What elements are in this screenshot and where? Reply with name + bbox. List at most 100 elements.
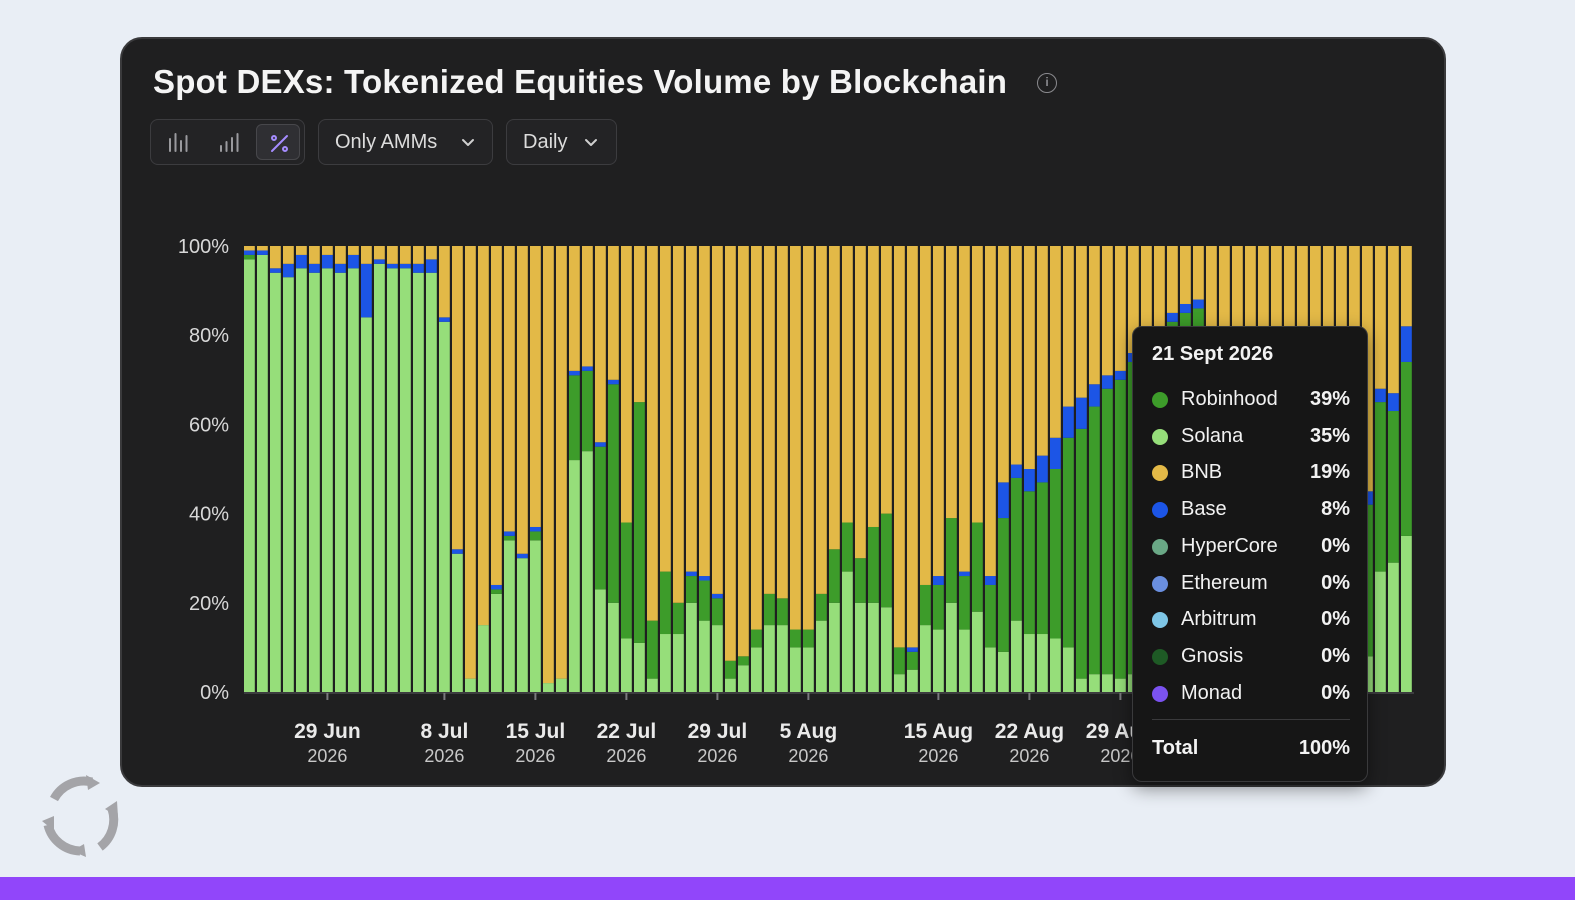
x-tick-label: 8 Jul [420,720,468,743]
interval-select[interactable]: Daily [506,119,617,165]
bar-segment-solana [699,620,710,692]
bar-segment-bnb [257,246,268,251]
bar-segment-solana [634,642,645,692]
bar-segment-robinhood [972,522,983,612]
bar-segment-robinhood [1024,491,1035,635]
tooltip-row-arbitrum: Arbitrum 0% [1152,607,1350,633]
bar-segment-solana [1388,562,1399,692]
bar-segment-solana [517,558,528,692]
bar-segment-robinhood [608,384,619,603]
tooltip-series-value: 35% [1309,424,1350,447]
x-tick-year-label: 2026 [515,746,555,766]
bar-segment-solana [491,593,502,692]
stacked-bar-button[interactable] [207,124,251,160]
bar-segment-robinhood [686,576,697,603]
bar-segment-base [348,254,359,269]
bar-segment-base [1115,370,1126,380]
bar-segment-base [1375,388,1386,403]
bar-segment-robinhood [595,446,606,590]
bar-segment-solana [569,460,580,692]
y-tick-label: 40% [189,504,229,526]
bar-segment-solana [374,263,385,692]
bar-segment-base [569,370,580,376]
bar-segment-solana [738,665,749,692]
bar-segment-solana [1089,674,1100,692]
bar-segment-bnb [1076,246,1087,398]
bar-segment-solana [1011,620,1022,692]
tooltip-series-value: 0% [1321,644,1350,667]
bar-segment-robinhood [1076,428,1087,679]
tooltip-series-name: Gnosis [1181,644,1244,667]
legend-dot-icon [1152,392,1168,408]
tooltip-date: 21 Sept 2026 [1152,343,1274,365]
chart-tooltip: 21 Sept 2026 Robinhood 39% Solana 35% BNB 19%… [1132,326,1368,782]
bar-segment-bnb [660,246,671,572]
bar-segment-base [270,268,281,273]
bar-segment-base [582,366,593,371]
bar-segment-bnb [946,246,957,519]
tooltip-series-name: BNB [1181,461,1223,484]
filter-select[interactable]: Only AMMs [318,119,493,165]
bar-segment-base [1024,469,1035,492]
bar-segment-robinhood [920,584,931,626]
bar-segment-solana [972,611,983,692]
bar-segment-base [1089,384,1100,407]
bar-segment-solana [543,683,554,692]
bar-segment-bnb [1180,246,1191,304]
bar-segment-robinhood [504,535,515,541]
bar-segment-bnb [517,246,528,554]
bar-segment-base [595,442,606,447]
bar-segment-solana [959,629,970,692]
bar-segment-bnb [998,246,1009,483]
legend-dot-icon [1152,575,1168,592]
bar-segment-robinhood [803,629,814,648]
chevron-down-icon [462,139,474,146]
bar-segment-bnb [634,246,645,403]
bar-segment-robinhood [1115,379,1126,679]
percent-button[interactable] [256,124,300,160]
bar-segment-robinhood [1089,406,1100,675]
x-tick-label: 5 Aug [780,720,838,743]
bar-segment-solana [946,602,957,692]
bar-segment-base [686,571,697,577]
bar-segment-bnb [959,246,970,572]
tooltip-total-label: Total [1152,737,1199,759]
bar-segment-bnb [1115,246,1126,371]
bar-segment-solana [348,268,359,692]
bar-segment-bnb [530,246,541,527]
legend-dot-icon [1152,465,1168,482]
bar-segment-solana [244,259,255,692]
bar-segment-solana [608,602,619,692]
y-tick-label: 0% [200,682,229,704]
bar-segment-bnb [582,246,593,367]
bar-chart-button[interactable] [156,124,200,160]
bar-segment-solana [504,540,515,692]
bar-segment-bnb [881,246,892,514]
bar-segment-solana [413,272,424,692]
bar-segment-bnb [1401,246,1412,327]
bar-segment-bnb [608,246,619,380]
bar-segment-solana [530,540,541,692]
bar-segment-bnb [803,246,814,630]
bar-segment-bnb [465,246,476,679]
info-icon[interactable]: i [1037,73,1057,93]
bar-segment-solana [556,678,567,692]
bar-segment-solana [920,625,931,692]
bar-segment-base [426,259,437,273]
bar-segment-bnb [491,246,502,585]
tooltip-series-name: Arbitrum [1181,608,1257,631]
accent-bar [0,877,1575,900]
bar-segment-bnb [504,246,515,532]
bar-segment-bnb [322,246,333,255]
x-tick-year-label: 2026 [697,746,737,766]
bar-segment-bnb [1128,246,1139,354]
bar-segment-bnb [985,246,996,577]
bar-segment-bnb [777,246,788,599]
bar-segment-robinhood [855,558,866,603]
bar-segment-solana [1063,647,1074,692]
bar-segment-solana [985,647,996,692]
bar-segment-solana [387,268,398,692]
bar-segment-bnb [296,246,307,255]
tooltip-divider [1152,719,1350,720]
bar-segment-solana [725,678,736,692]
